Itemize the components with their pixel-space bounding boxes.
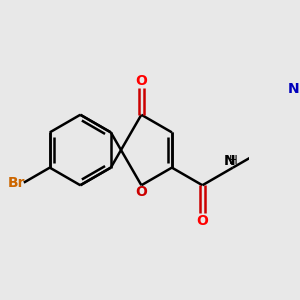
Text: O: O (135, 74, 147, 88)
Text: H: H (229, 154, 237, 167)
Text: O: O (135, 184, 147, 199)
Text: O: O (196, 214, 208, 228)
Text: Br: Br (8, 176, 26, 190)
Text: N: N (288, 82, 300, 96)
Text: N: N (224, 154, 235, 168)
